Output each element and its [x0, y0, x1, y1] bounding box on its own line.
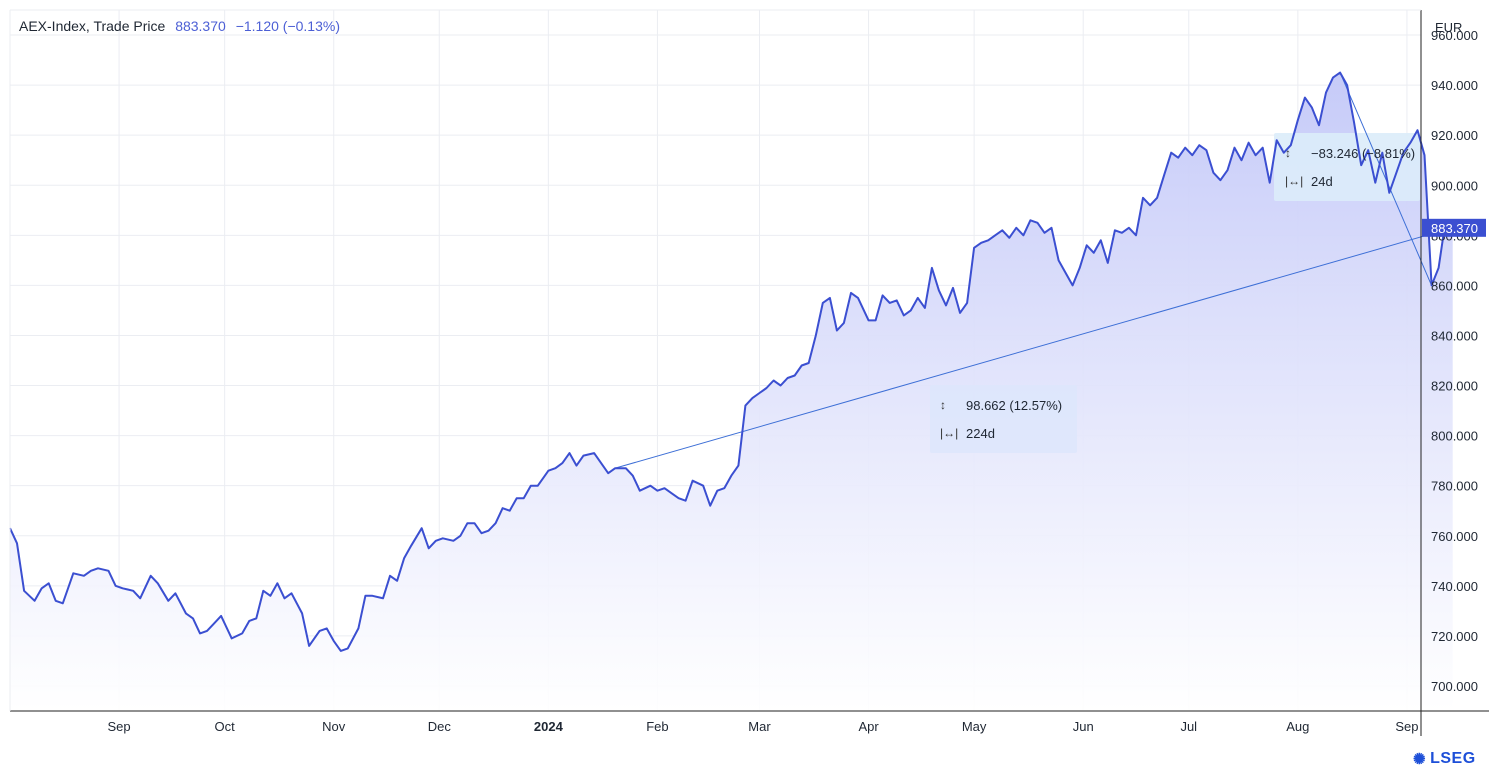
x-tick-label[interactable]: Dec: [428, 719, 452, 734]
measurement-box-2[interactable]: ↕ −83.246 (−8.81%) |↔| 24d: [1285, 139, 1415, 195]
axes: [9, 9, 1489, 736]
y-tick-label: 960.000: [1431, 28, 1478, 43]
x-tick-label[interactable]: Sep: [1395, 719, 1418, 734]
line-layer: [9, 71, 1454, 652]
x-tick-label[interactable]: Jun: [1073, 719, 1094, 734]
x-tick-label[interactable]: Nov: [322, 719, 346, 734]
measurement-box-bg[interactable]: [1274, 133, 1420, 201]
measurement-line[interactable]: [1339, 72, 1433, 286]
horizontal-range-icon: |↔|: [940, 426, 959, 440]
currency-label[interactable]: EUR: [1435, 20, 1463, 35]
area-fill-layer: [10, 72, 1453, 712]
y-tick-label: 760.000: [1431, 529, 1478, 544]
x-tick-label[interactable]: Mar: [748, 719, 771, 734]
y-tick-label: 800.000: [1431, 429, 1478, 444]
vertical-range-icon: ↕: [940, 398, 946, 412]
x-tick-label[interactable]: 2024: [534, 719, 564, 734]
x-tick-label[interactable]: Oct: [215, 719, 236, 734]
y-tick-label: 900.000: [1431, 178, 1478, 193]
brand-name: LSEG: [1430, 750, 1476, 767]
x-tick-label[interactable]: Apr: [858, 719, 879, 734]
last-price-tag: 883.370: [1431, 221, 1478, 236]
y-tick-label: 720.000: [1431, 629, 1478, 644]
y-tick-label: 700.000: [1431, 679, 1478, 694]
y-axis-ticks: 700.000 720.000 740.000 760.000 780.000 800.0…: [1431, 28, 1478, 694]
price-line: [9, 71, 1454, 652]
x-tick-label[interactable]: Feb: [646, 719, 668, 734]
price-tag-layer: 883.370: [1422, 218, 1486, 237]
x-tick-label[interactable]: Sep: [108, 719, 131, 734]
y-tick-label: 840.000: [1431, 328, 1478, 343]
measurement-duration: 24d: [1311, 173, 1333, 189]
y-tick-label: 920.000: [1431, 128, 1478, 143]
instrument-name: AEX-Index, Trade Price: [19, 18, 166, 34]
x-tick-label[interactable]: Aug: [1286, 719, 1309, 734]
last-price-tag-bg: [1422, 218, 1486, 237]
measurement-line[interactable]: [615, 227, 1453, 469]
y-tick-label: 940.000: [1431, 78, 1478, 93]
y-tick-label: 780.000: [1431, 479, 1478, 494]
measurement-box-bg[interactable]: [930, 385, 1077, 453]
price-area-fill: [10, 72, 1453, 712]
lseg-logo-icon: ✺: [1413, 751, 1427, 768]
y-tick-label: 820.000: [1431, 379, 1478, 394]
y-tick-label: 740.000: [1431, 579, 1478, 594]
measurement-box-1[interactable]: ↕ 98.662 (12.57%) |↔| 224d: [940, 391, 1062, 447]
price-change: −1.120 (−0.13%): [235, 18, 340, 34]
y-tick-label: 860.000: [1431, 278, 1478, 293]
drawing-layer[interactable]: [615, 72, 1453, 469]
measurement-duration: 224d: [966, 425, 995, 441]
chart-legend: AEX-Index, Trade Price 883.370 −1.120 (−…: [19, 18, 340, 34]
last-price: 883.370: [175, 18, 226, 34]
x-tick-label[interactable]: May: [962, 719, 987, 734]
vertical-range-icon: ↕: [1285, 146, 1291, 160]
x-axis-ticks[interactable]: Sep Oct Nov Dec 2024 Feb Mar Apr May Jun Jul Aug Sep: [108, 719, 1419, 734]
measurement-delta: 98.662 (12.57%): [966, 397, 1063, 413]
measurement-delta: −83.246 (−8.81%): [1311, 145, 1416, 161]
horizontal-range-icon: |↔|: [1285, 174, 1304, 188]
brand-logo: ✺ LSEG: [1413, 750, 1476, 768]
x-tick-label[interactable]: Jul: [1180, 719, 1197, 734]
